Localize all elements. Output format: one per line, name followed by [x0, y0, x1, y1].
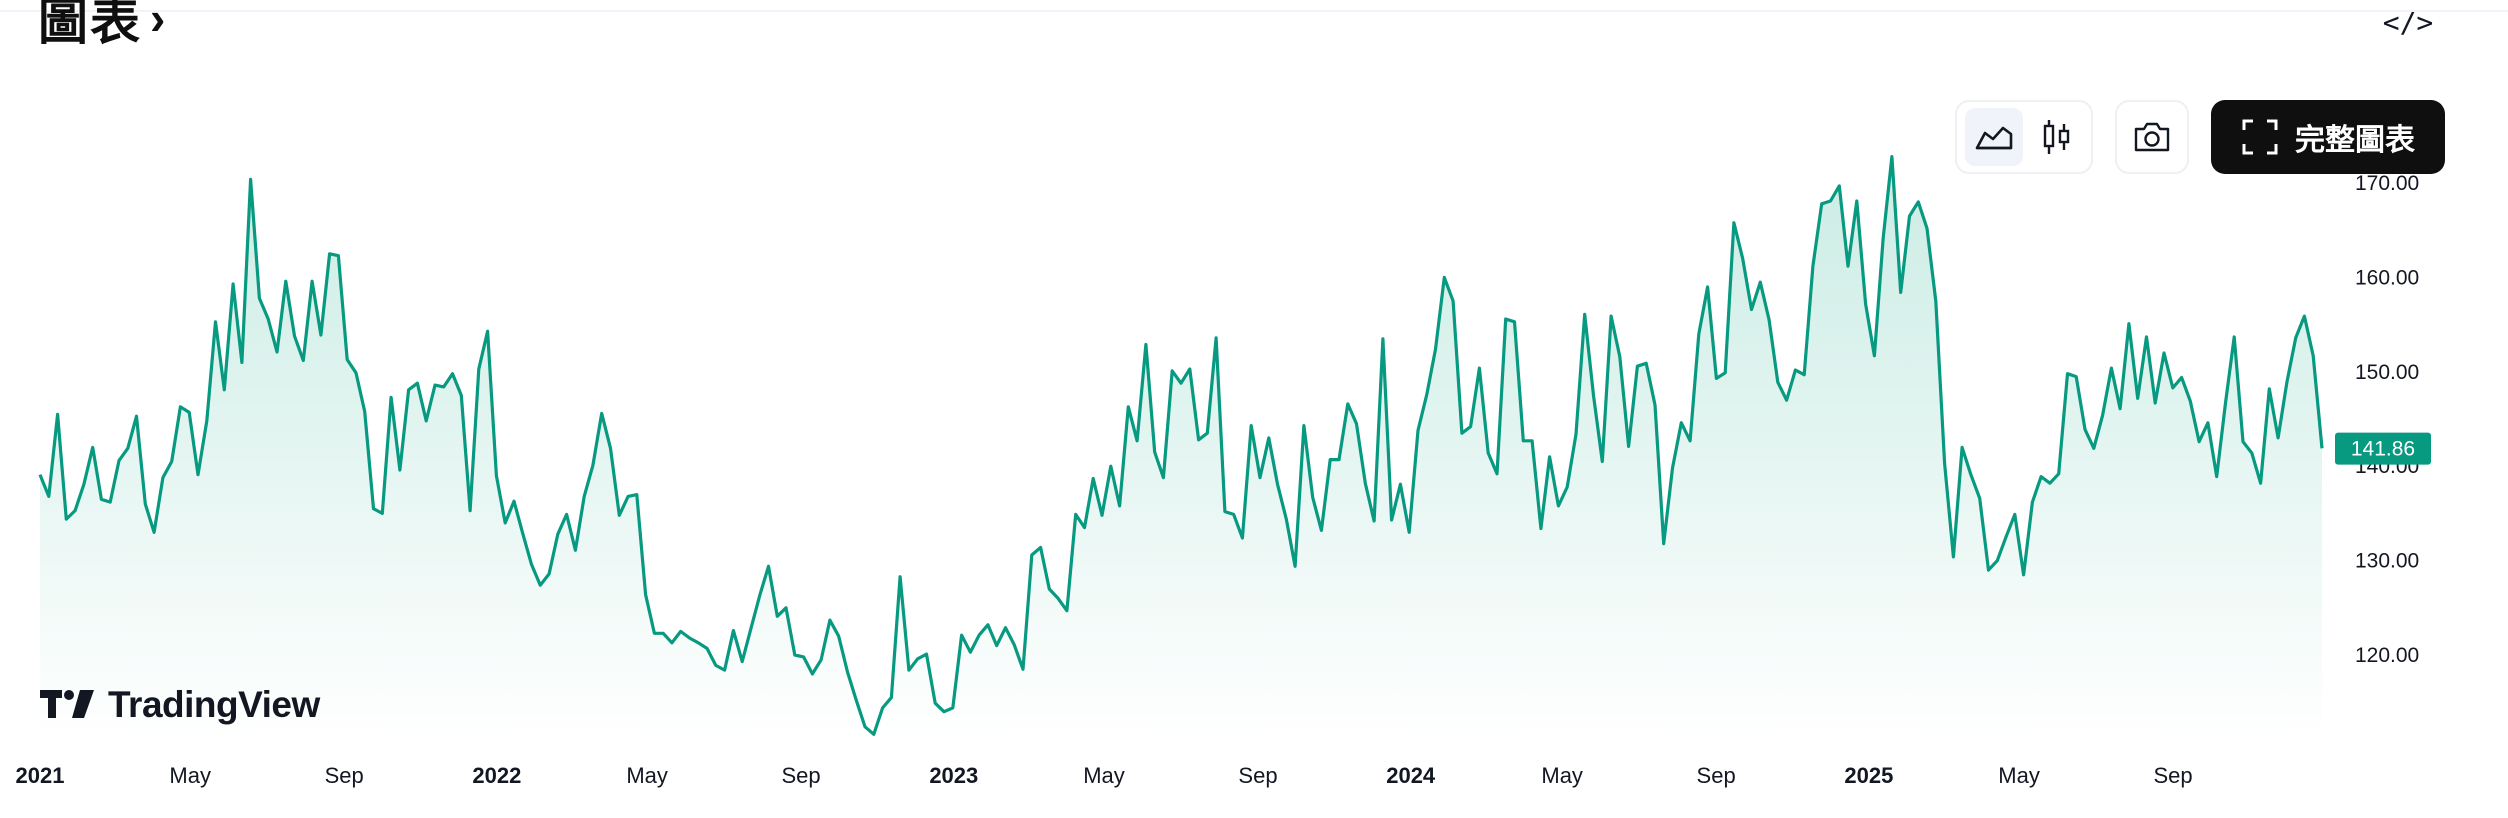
camera-icon — [2134, 122, 2170, 152]
area-chart-icon — [1975, 126, 2013, 150]
x-axis-tick-label: Sep — [1697, 763, 1736, 788]
full-chart-button[interactable]: 完整圖表 — [2211, 100, 2445, 174]
last-price-label: 141.86 — [2351, 438, 2415, 461]
y-axis-tick-label: 150.00 — [2355, 361, 2419, 384]
x-axis-tick-label: Sep — [782, 763, 821, 788]
y-axis-tick-label: 160.00 — [2355, 266, 2419, 289]
tradingview-logo-text: TradingView — [108, 684, 320, 725]
chevron-right-icon[interactable]: › — [150, 0, 168, 44]
tradingview-logo-icon — [40, 690, 94, 718]
x-axis-tick-label: Sep — [1238, 763, 1277, 788]
full-chart-label[interactable]: 完整圖表 — [2295, 124, 2415, 157]
candlestick-style-button[interactable] — [2027, 108, 2085, 166]
snapshot-button[interactable] — [2115, 100, 2189, 174]
candlestick-icon — [2043, 120, 2070, 154]
embed-code-button[interactable]: </> — [2382, 5, 2434, 39]
area-style-button[interactable] — [1965, 108, 2023, 166]
x-axis-tick-label: May — [1083, 763, 1125, 788]
x-axis-tick-label: 2023 — [929, 763, 978, 788]
x-axis-tick-label: Sep — [325, 763, 364, 788]
x-axis-tick-label: 2022 — [472, 763, 521, 788]
chart-style-toggle — [1955, 100, 2093, 174]
x-axis-tick-label: 2025 — [1844, 763, 1893, 788]
series-area-fill — [40, 156, 2322, 741]
section-title[interactable]: 圖表 › — [38, 0, 167, 54]
x-axis-tick-label: May — [169, 763, 211, 788]
top-divider — [0, 10, 2508, 12]
tradingview-logo[interactable]: TradingView — [40, 684, 320, 726]
x-axis-tick-label: May — [1998, 763, 2040, 788]
series-line — [38, 155, 2324, 736]
y-axis-tick-label: 170.00 — [2355, 172, 2419, 195]
x-axis-tick-label: Sep — [2153, 763, 2192, 788]
x-axis-tick-label: May — [1541, 763, 1583, 788]
x-axis-tick-label: May — [626, 763, 668, 788]
last-price-badge — [2335, 432, 2431, 465]
x-axis-tick-label: 2021 — [16, 763, 65, 788]
section-title-text[interactable]: 圖表 — [38, 0, 142, 50]
x-axis-tick-label: 2024 — [1386, 763, 1436, 788]
y-axis-tick-label: 130.00 — [2355, 550, 2419, 573]
fullscreen-icon — [2242, 119, 2278, 155]
y-axis-tick-label: 120.00 — [2355, 644, 2419, 667]
